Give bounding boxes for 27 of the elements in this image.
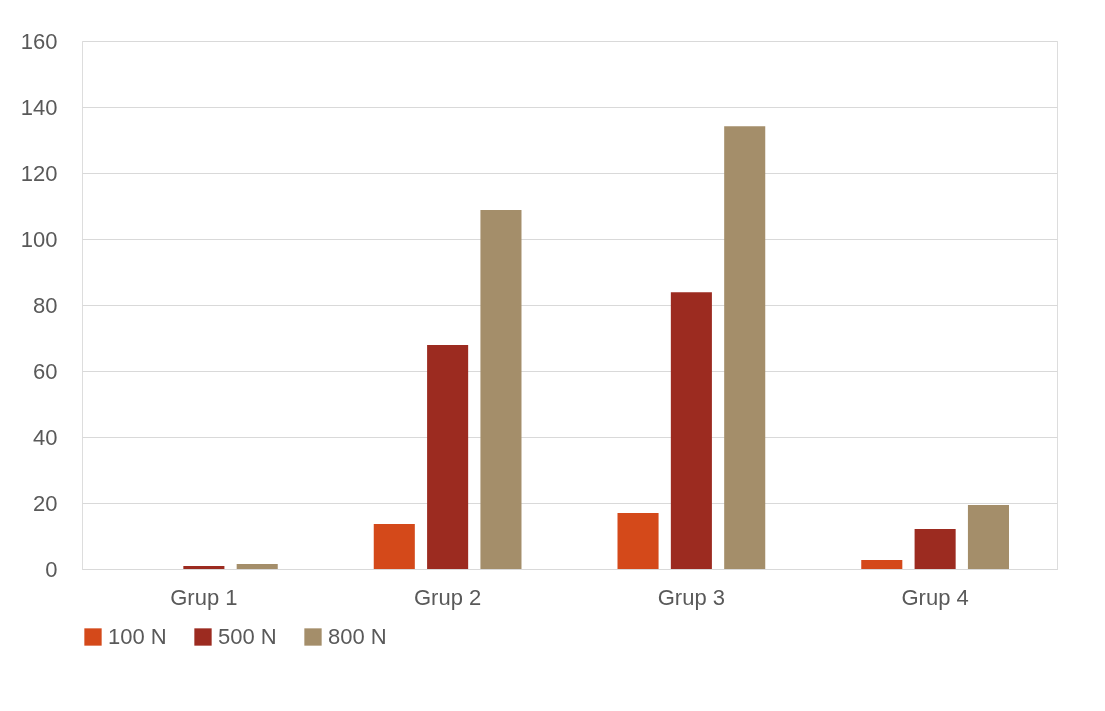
x-tick-label: Grup 1: [170, 584, 238, 610]
y-tick-label: 100: [20, 226, 58, 252]
y-tick-label: 160: [20, 28, 58, 54]
bar: [480, 209, 522, 569]
y-tick-label: 60: [33, 358, 58, 384]
bar: [670, 292, 712, 569]
bar: [724, 126, 766, 569]
legend-label: 100 N: [108, 624, 167, 649]
x-tick-label: Grup 2: [413, 584, 482, 610]
legend-label: 500 N: [218, 624, 277, 649]
bar: [617, 512, 659, 569]
y-tick-label: 80: [33, 292, 58, 318]
y-tick-label: 40: [33, 424, 58, 450]
y-tick-label: 20: [33, 490, 58, 516]
x-tick-label: Grup 3: [657, 584, 726, 610]
y-tick-label: 0: [45, 556, 58, 582]
bar: [427, 344, 469, 569]
y-tick-label: 120: [20, 160, 58, 186]
bar: [861, 560, 903, 569]
legend-label: 800 N: [328, 624, 387, 649]
bar: [236, 564, 278, 569]
bar: [967, 504, 1009, 569]
bar: [373, 524, 415, 569]
y-tick-label: 140: [20, 94, 58, 120]
bar: [914, 529, 956, 569]
x-tick-label: Grup 4: [901, 584, 969, 610]
bar: [183, 566, 225, 569]
